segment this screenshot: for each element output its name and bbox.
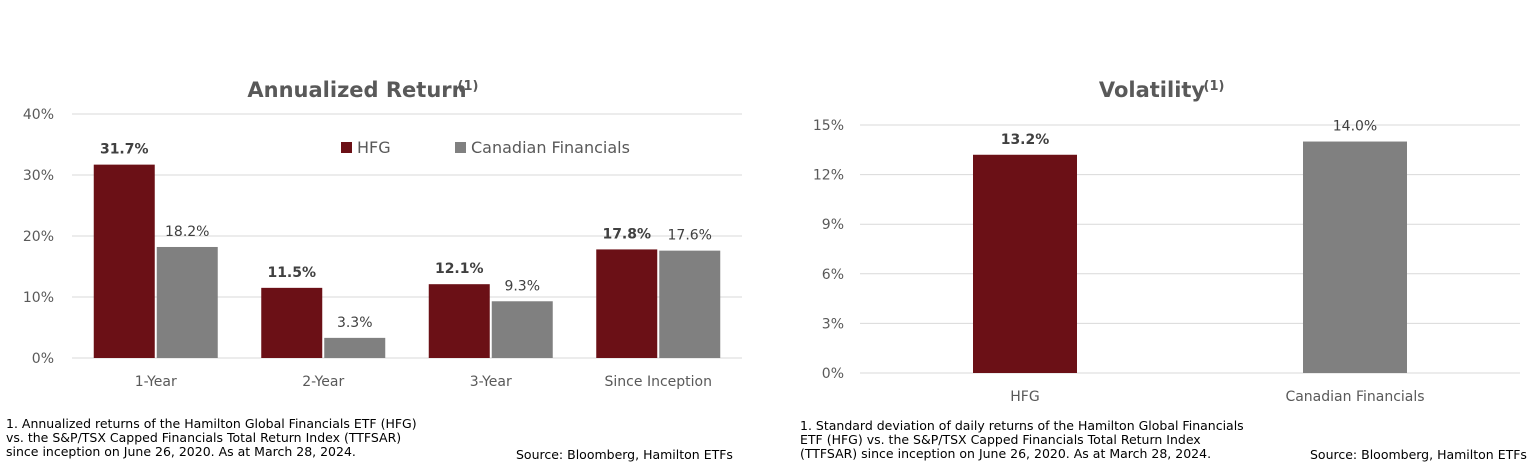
bar-canadian-financials	[1303, 141, 1407, 373]
y-tick-label: 9%	[822, 217, 844, 233]
legend-swatch-hfg	[341, 142, 352, 153]
y-tick-label: 6%	[822, 267, 844, 283]
y-tick-label: 40%	[23, 107, 54, 123]
data-label: 3.3%	[337, 315, 373, 331]
bar-canadian-financials	[659, 250, 721, 358]
x-tick-label: 2-Year	[302, 374, 344, 390]
x-tick-label: 3-Year	[470, 374, 512, 390]
bar-hfg	[973, 154, 1077, 373]
volatility-plot: 0% 3% 6% 9% 12% 15% HFG 13.2% Canadian Financial…	[813, 118, 1520, 405]
volatility-source: Source: Bloomberg, Hamilton ETFs	[1310, 447, 1527, 462]
legend-label-hfg: HFG	[357, 138, 391, 157]
volatility-title-superscript: (1)	[1204, 79, 1225, 94]
volatility-title: Volatility	[1099, 78, 1206, 102]
y-tick-label: 30%	[23, 168, 54, 184]
bar-hfg	[428, 284, 490, 358]
y-tick-label: 3%	[822, 316, 844, 332]
bar-hfg	[261, 287, 323, 358]
y-tick-label: 15%	[813, 118, 844, 134]
annualized-return-source: Source: Bloomberg, Hamilton ETFs	[516, 447, 733, 462]
footnote-line: vs. the S&P/TSX Capped Financials Total …	[6, 430, 402, 445]
annualized-return-footnote: 1. Annualized returns of the Hamilton Gl…	[6, 417, 486, 459]
volatility-footnote: 1. Standard deviation of daily returns o…	[800, 419, 1270, 461]
data-label: 17.8%	[602, 226, 651, 242]
data-label: 14.0%	[1333, 119, 1377, 135]
footnote-line: 1. Annualized returns of the Hamilton Gl…	[6, 416, 417, 431]
bar-canadian-financials	[156, 246, 218, 358]
footnote-line: (TTFSAR) since inception on June 26, 202…	[800, 446, 1212, 461]
y-tick-label: 0%	[32, 351, 54, 367]
x-tick-label: Canadian Financials	[1285, 389, 1424, 405]
footnote-line: 1. Standard deviation of daily returns o…	[800, 418, 1244, 433]
x-tick-label: Since Inception	[605, 374, 712, 390]
y-tick-label: 0%	[822, 366, 844, 382]
footnote-line: ETF (HFG) vs. the S&P/TSX Capped Financi…	[800, 432, 1201, 447]
annualized-return-plot: 0% 10% 20% 30% 40% 1-Year 31.7% 18.2% 2-Year 11.5…	[23, 107, 742, 390]
data-label: 12.1%	[435, 261, 484, 277]
data-label: 11.5%	[267, 265, 316, 281]
data-label: 18.2%	[165, 224, 209, 240]
legend-label-canadian-financials: Canadian Financials	[471, 138, 630, 157]
legend-swatch-canadian-financials	[455, 142, 466, 153]
bar-hfg	[596, 249, 658, 358]
x-tick-label: 1-Year	[135, 374, 177, 390]
bar-canadian-financials	[491, 301, 553, 358]
annualized-return-title: Annualized Return	[247, 78, 466, 102]
annualized-return-title-superscript: (1)	[458, 79, 479, 94]
bar-hfg	[93, 164, 155, 358]
data-label: 17.6%	[668, 228, 712, 244]
footnote-line: since inception on June 26, 2020. As at …	[6, 444, 356, 459]
data-label: 13.2%	[1001, 132, 1050, 148]
bar-canadian-financials	[324, 337, 386, 358]
y-tick-label: 12%	[813, 168, 844, 184]
data-label: 31.7%	[100, 142, 149, 158]
x-tick-label: HFG	[1010, 389, 1039, 405]
y-tick-label: 20%	[23, 229, 54, 245]
y-tick-label: 10%	[23, 290, 54, 306]
data-label: 9.3%	[504, 278, 540, 294]
